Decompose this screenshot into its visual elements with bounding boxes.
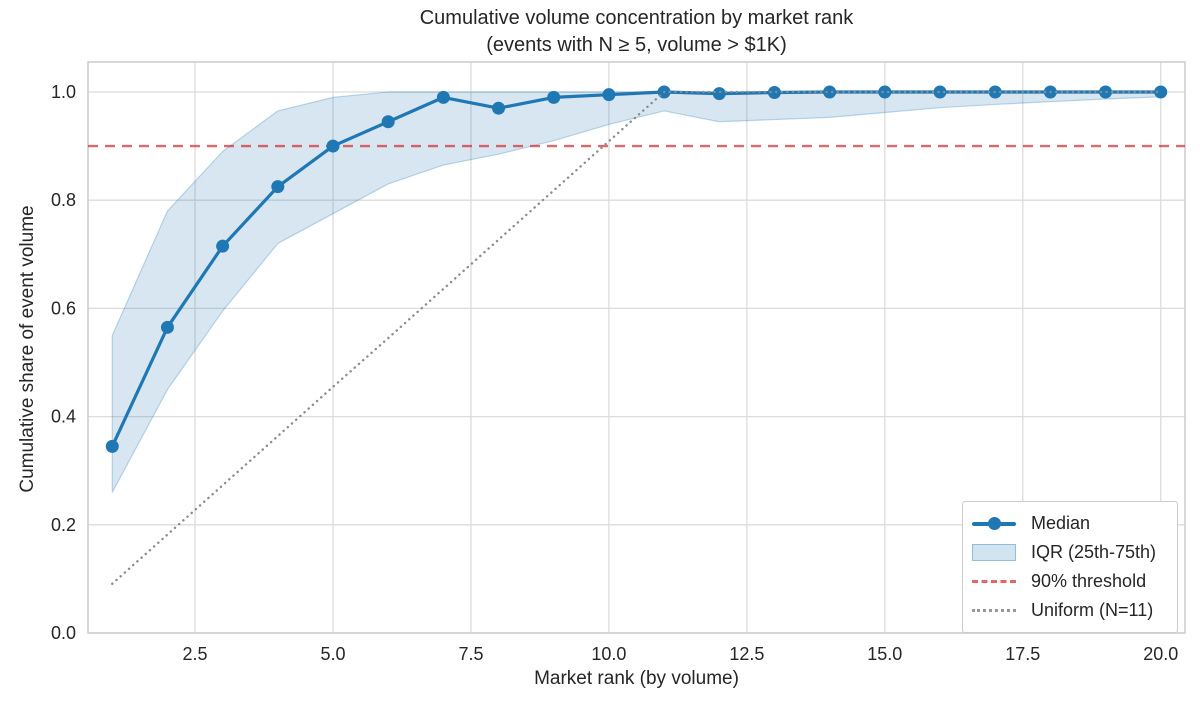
median-point-marker — [878, 85, 892, 99]
median-point-marker — [381, 115, 395, 129]
x-tick-label: 17.5 — [1005, 644, 1040, 664]
median-point-marker — [712, 87, 726, 101]
legend-label: IQR (25th-75th) — [1031, 542, 1157, 562]
iqr-band-swatch-icon — [972, 544, 1016, 561]
legend-item-uniform: Uniform (N=11) — [972, 596, 1177, 625]
x-tick-label: 12.5 — [729, 644, 764, 664]
median-point-marker — [547, 90, 561, 104]
legend-label: Median — [1031, 513, 1091, 533]
median-point-marker — [326, 139, 340, 153]
legend-label: 90% threshold — [1031, 571, 1147, 591]
y-tick-label: 0.0 — [51, 623, 76, 643]
x-axis-label: Market rank (by volume) — [534, 668, 739, 689]
x-tick-label: 5.0 — [320, 644, 345, 664]
x-tick-label: 7.5 — [458, 644, 483, 664]
uniform-line — [111, 90, 1162, 585]
y-tick-label: 0.6 — [51, 298, 76, 318]
y-tick-label: 0.2 — [51, 515, 76, 535]
x-tick-label: 20.0 — [1143, 644, 1178, 664]
median-line — [110, 90, 1161, 448]
median-point-marker — [492, 101, 506, 115]
threshold-dash-swatch-icon — [972, 580, 1016, 583]
legend-label: Uniform (N=11) — [1031, 600, 1154, 620]
median-line-swatch-icon — [972, 517, 1016, 531]
title-block: Cumulative volume concentration by marke… — [88, 5, 1185, 59]
median-swatch-dot — [987, 517, 1001, 530]
x-tick-label: 10.0 — [591, 644, 626, 664]
median-point-marker — [602, 88, 616, 102]
median-point-marker — [160, 320, 174, 334]
y-tick-label: 0.8 — [51, 190, 76, 210]
x-tick-label: 2.5 — [183, 644, 208, 664]
y-tick-label: 1.0 — [51, 82, 76, 102]
legend-item-threshold: 90% threshold — [972, 567, 1177, 596]
y-axis-label: Cumulative share of event volume — [17, 205, 38, 493]
median-point-marker — [216, 239, 230, 253]
legend: Median IQR (25th-75th) 90% threshold Uni… — [962, 501, 1178, 633]
median-point-marker — [823, 85, 837, 99]
x-tick-label: 15.0 — [867, 644, 902, 664]
median-point-marker — [1154, 85, 1168, 99]
legend-item-iqr: IQR (25th-75th) — [972, 538, 1177, 567]
iqr-band — [111, 91, 1162, 493]
chart-subtitle: (events with N ≥ 5, volume > $1K) — [486, 34, 787, 56]
uniform-dot-swatch-icon — [972, 609, 1016, 612]
median-point-marker — [105, 439, 119, 453]
axes-frame — [87, 61, 1186, 634]
median-point-marker — [933, 85, 947, 99]
median-point-marker — [436, 90, 450, 104]
y-tick-label: 0.4 — [51, 407, 76, 427]
chart-title: Cumulative volume concentration by marke… — [419, 7, 854, 29]
median-point-marker — [767, 86, 781, 100]
legend-item-median: Median — [972, 509, 1177, 538]
median-point-marker — [271, 180, 285, 194]
